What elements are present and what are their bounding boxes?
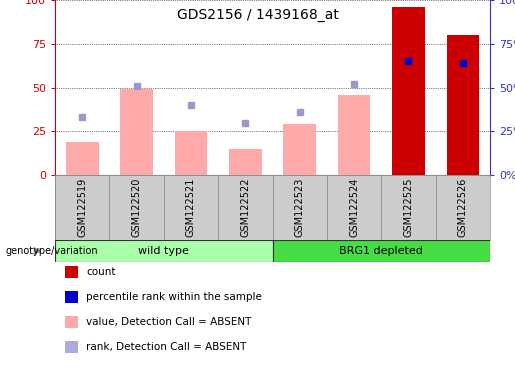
Text: GSM122521: GSM122521: [186, 178, 196, 237]
Text: GSM122526: GSM122526: [458, 178, 468, 237]
Text: value, Detection Call = ABSENT: value, Detection Call = ABSENT: [86, 317, 251, 327]
Bar: [392, 7, 425, 175]
Bar: [55, 175, 109, 240]
Text: GSM122525: GSM122525: [403, 178, 414, 237]
Bar: [436, 175, 490, 240]
Text: wild type: wild type: [139, 246, 189, 256]
Bar: [338, 94, 370, 175]
Text: count: count: [86, 267, 115, 277]
Bar: [272, 240, 490, 262]
Text: GSM122524: GSM122524: [349, 178, 359, 237]
Bar: [327, 175, 381, 240]
Bar: [109, 175, 164, 240]
Bar: [55, 240, 272, 262]
Text: GSM122523: GSM122523: [295, 178, 305, 237]
Bar: [175, 131, 207, 175]
Text: GSM122520: GSM122520: [131, 178, 142, 237]
Text: genotype/variation: genotype/variation: [5, 246, 98, 256]
Bar: [66, 142, 98, 175]
Bar: [218, 175, 272, 240]
Text: rank, Detection Call = ABSENT: rank, Detection Call = ABSENT: [86, 342, 246, 352]
Text: GSM122522: GSM122522: [241, 178, 250, 237]
Bar: [229, 149, 262, 175]
Text: BRG1 depleted: BRG1 depleted: [339, 246, 423, 256]
Text: GSM122519: GSM122519: [77, 178, 87, 237]
Bar: [272, 175, 327, 240]
Bar: [283, 124, 316, 175]
Bar: [381, 175, 436, 240]
Bar: [164, 175, 218, 240]
Bar: [447, 35, 479, 175]
Text: percentile rank within the sample: percentile rank within the sample: [86, 292, 262, 302]
Bar: [120, 89, 153, 175]
Text: GDS2156 / 1439168_at: GDS2156 / 1439168_at: [177, 8, 338, 22]
